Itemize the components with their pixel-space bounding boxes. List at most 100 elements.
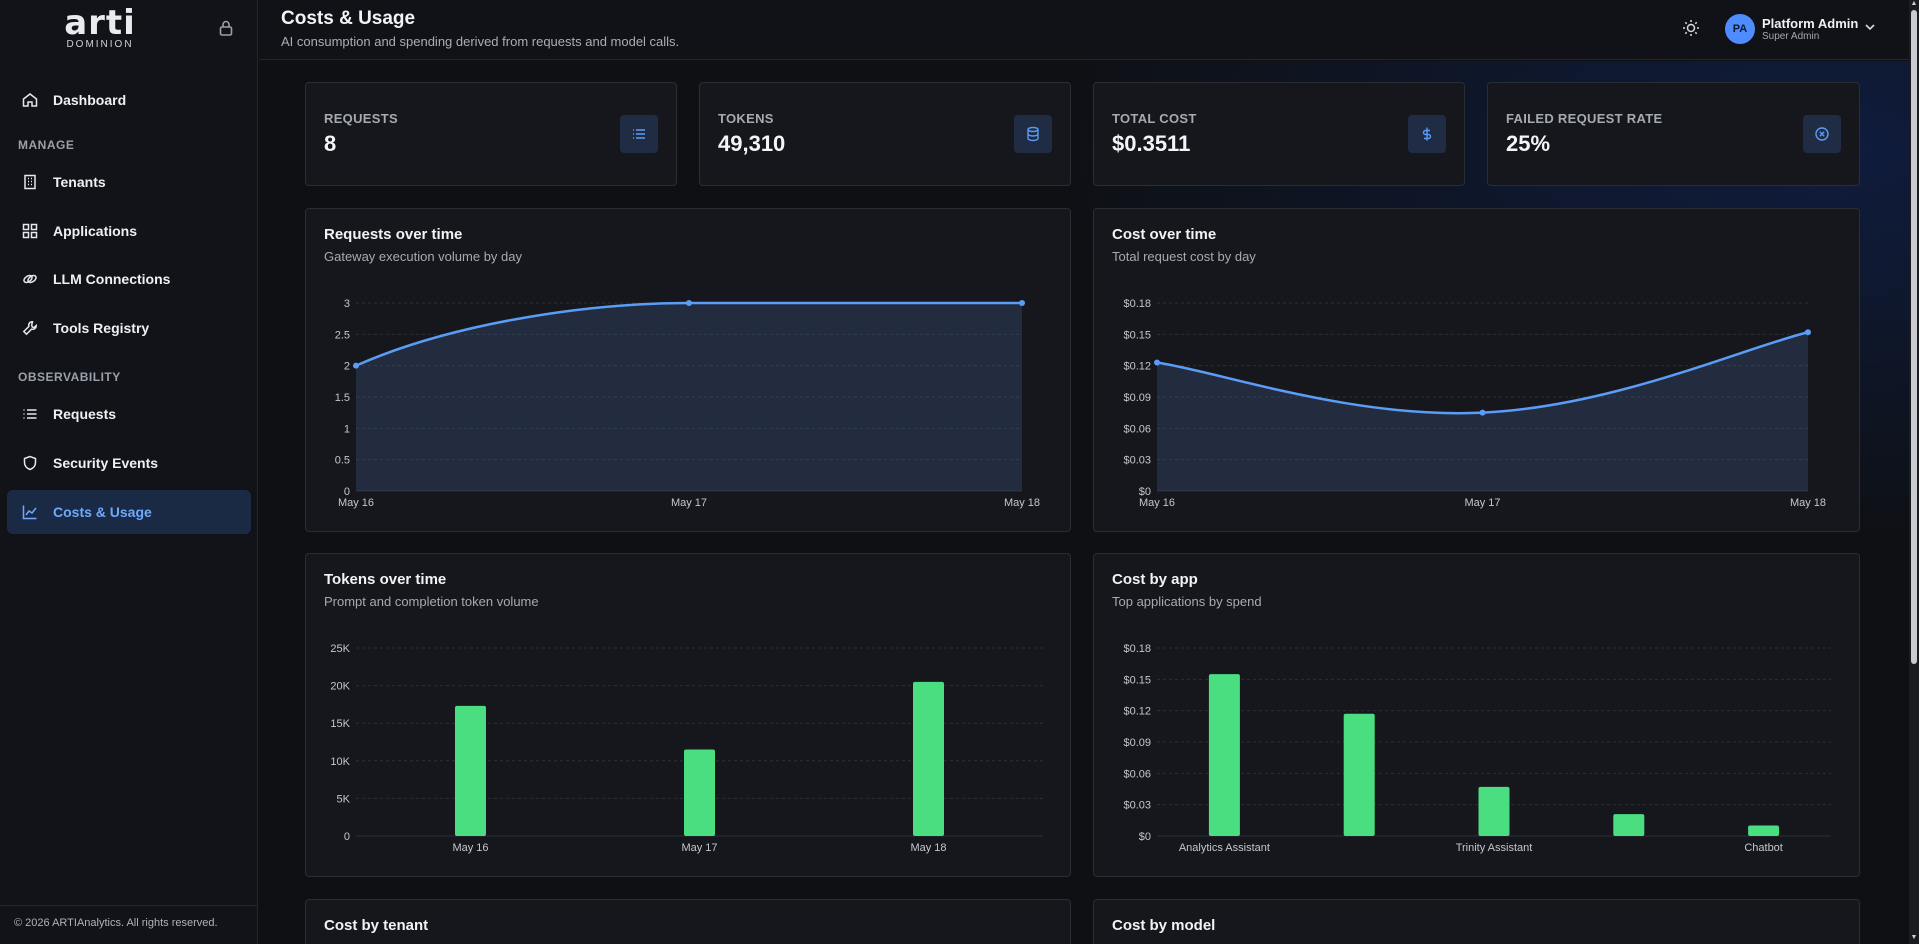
bar[interactable] <box>1613 814 1645 836</box>
sidebar-item-costs-usage[interactable]: Costs & Usage <box>7 490 251 534</box>
chart-title: Tokens over time <box>324 571 447 588</box>
y-tick-label: $0.12 <box>1123 361 1151 373</box>
scroll-down-icon[interactable]: ▼ <box>1910 934 1918 941</box>
x-tick-label: May 17 <box>1464 497 1500 509</box>
y-tick-label: $0.18 <box>1123 643 1151 655</box>
copyright: © 2026 ARTIAnalytics. All rights reserve… <box>14 917 218 929</box>
panel-cost-by-tenant: Cost by tenant <box>305 899 1071 944</box>
area-fill <box>1157 332 1808 491</box>
bar[interactable] <box>684 749 715 836</box>
brand-word: ARTI <box>64 3 136 43</box>
chart-card-cost-by-app: Cost by app Top applications by spend $0… <box>1093 553 1860 877</box>
chart-title: Requests over time <box>324 226 463 243</box>
y-tick-label: $0.09 <box>1123 737 1151 749</box>
sidebar-divider <box>0 905 258 906</box>
grid-icon <box>21 222 39 240</box>
stat-label: FAILED REQUEST RATE <box>1506 111 1663 126</box>
stat-label: REQUESTS <box>324 111 398 126</box>
y-tick-label: 0 <box>344 486 350 498</box>
chart-card-cost: Cost over time Total request cost by day… <box>1093 208 1860 532</box>
chart-title: Cost by app <box>1112 571 1198 588</box>
cost-by-app-chart: $0 $0.03 $0.06 $0.09 $0.12 $0.15 $0.18 Analytic… <box>1123 643 1831 854</box>
y-tick-label: $0.18 <box>1123 298 1151 310</box>
user-name[interactable]: Platform Admin <box>1762 16 1859 31</box>
y-tick-label: $0 <box>1139 831 1151 843</box>
chart-subtitle: Prompt and completion token volume <box>324 594 539 609</box>
x-tick-label: Trinity Assistant <box>1456 842 1533 854</box>
sidebar-item-security-events[interactable]: Security Events <box>7 441 251 485</box>
sidebar-item-requests[interactable]: Requests <box>7 392 251 436</box>
stat-card-requests: REQUESTS 8 <box>305 82 677 186</box>
x-tick-label: May 18 <box>910 842 946 854</box>
y-tick-label: 3 <box>344 298 350 310</box>
stat-label: TOTAL COST <box>1112 111 1197 126</box>
y-tick-label: $0.09 <box>1123 392 1151 404</box>
y-tick-label: 0 <box>344 831 350 843</box>
stat-card-total-cost: TOTAL COST $0.3511 <box>1093 82 1465 186</box>
x-tick-label: Chatbot <box>1744 842 1783 854</box>
brand-sub: DOMINION <box>66 39 134 50</box>
scroll-up-icon[interactable]: ▲ <box>1910 0 1918 7</box>
y-tick-label: $0.15 <box>1123 674 1151 686</box>
y-tick-label: $0.06 <box>1123 423 1151 435</box>
header: Costs & Usage AI consumption and spendin… <box>259 0 1909 60</box>
y-tick-label: 15K <box>330 718 350 730</box>
sidebar-item-label: Tools Registry <box>53 320 150 336</box>
data-point[interactable] <box>1019 300 1025 306</box>
chevron-down-icon[interactable] <box>1863 20 1877 34</box>
y-tick-label: $0.03 <box>1123 455 1151 467</box>
y-tick-label: 20K <box>330 681 350 693</box>
y-tick-label: $0.12 <box>1123 706 1151 718</box>
chart-subtitle: Top applications by spend <box>1112 594 1262 609</box>
sidebar-item-label: Security Events <box>53 455 159 471</box>
chart-line-icon <box>21 503 39 521</box>
wrench-icon <box>21 319 39 337</box>
sidebar-item-label: Requests <box>53 406 117 422</box>
list-icon <box>21 405 39 423</box>
x-tick-label: Analytics Assistant <box>1179 842 1270 854</box>
x-circle-icon <box>1803 115 1841 153</box>
x-tick-label: May 18 <box>1004 497 1040 509</box>
list-icon <box>620 115 658 153</box>
sidebar-item-dashboard[interactable]: Dashboard <box>7 78 251 122</box>
x-tick-label: May 16 <box>1139 497 1175 509</box>
y-tick-label: $0.03 <box>1123 800 1151 812</box>
chart-card-tokens: Tokens over time Prompt and completion t… <box>305 553 1071 877</box>
sidebar-item-applications[interactable]: Applications <box>7 209 251 253</box>
y-tick-label: $0 <box>1139 486 1151 498</box>
shield-icon <box>21 454 39 472</box>
sidebar-item-tools-registry[interactable]: Tools Registry <box>7 306 251 350</box>
y-tick-label: $0.15 <box>1123 329 1151 341</box>
lock-icon[interactable] <box>216 18 236 38</box>
stat-card-tokens: TOKENS 49,310 <box>699 82 1071 186</box>
bar[interactable] <box>1343 713 1375 836</box>
sidebar-item-tenants[interactable]: Tenants <box>7 160 251 204</box>
y-tick-label: 1 <box>344 423 350 435</box>
requests-over-time-chart: 0 0.5 1 1.5 2 2.5 3 May 16 May 17 May 18 <box>335 298 1040 509</box>
data-point[interactable] <box>1154 359 1160 366</box>
cost-over-time-chart: $0 $0.03 $0.06 $0.09 $0.12 $0.15 $0.18 May 16 Ma… <box>1123 298 1826 509</box>
sidebar-item-label: LLM Connections <box>53 271 171 287</box>
brand-logo: ARTI DOMINION <box>50 3 150 52</box>
avatar[interactable]: PA <box>1725 14 1755 44</box>
data-point[interactable] <box>686 300 692 306</box>
y-tick-label: 2.5 <box>335 329 350 341</box>
data-point[interactable] <box>1479 409 1486 416</box>
data-point[interactable] <box>1805 329 1811 336</box>
x-tick-label: May 17 <box>681 842 717 854</box>
database-icon <box>1014 115 1052 153</box>
bar[interactable] <box>455 705 486 836</box>
y-tick-label: 0.5 <box>335 455 350 467</box>
sidebar-item-llm-connections[interactable]: LLM Connections <box>7 257 251 301</box>
bar[interactable] <box>1478 786 1510 836</box>
panel-cost-by-model: Cost by model <box>1093 899 1860 944</box>
bar[interactable] <box>1748 825 1780 836</box>
bar[interactable] <box>1208 674 1240 836</box>
data-point[interactable] <box>353 362 359 369</box>
sidebar-item-label: Dashboard <box>53 92 127 108</box>
y-tick-label: 5K <box>337 793 351 805</box>
scrollbar-thumb[interactable] <box>1911 10 1917 664</box>
bar[interactable] <box>913 681 944 836</box>
sun-icon[interactable] <box>1681 18 1701 38</box>
sidebar-item-label: Tenants <box>53 174 106 190</box>
